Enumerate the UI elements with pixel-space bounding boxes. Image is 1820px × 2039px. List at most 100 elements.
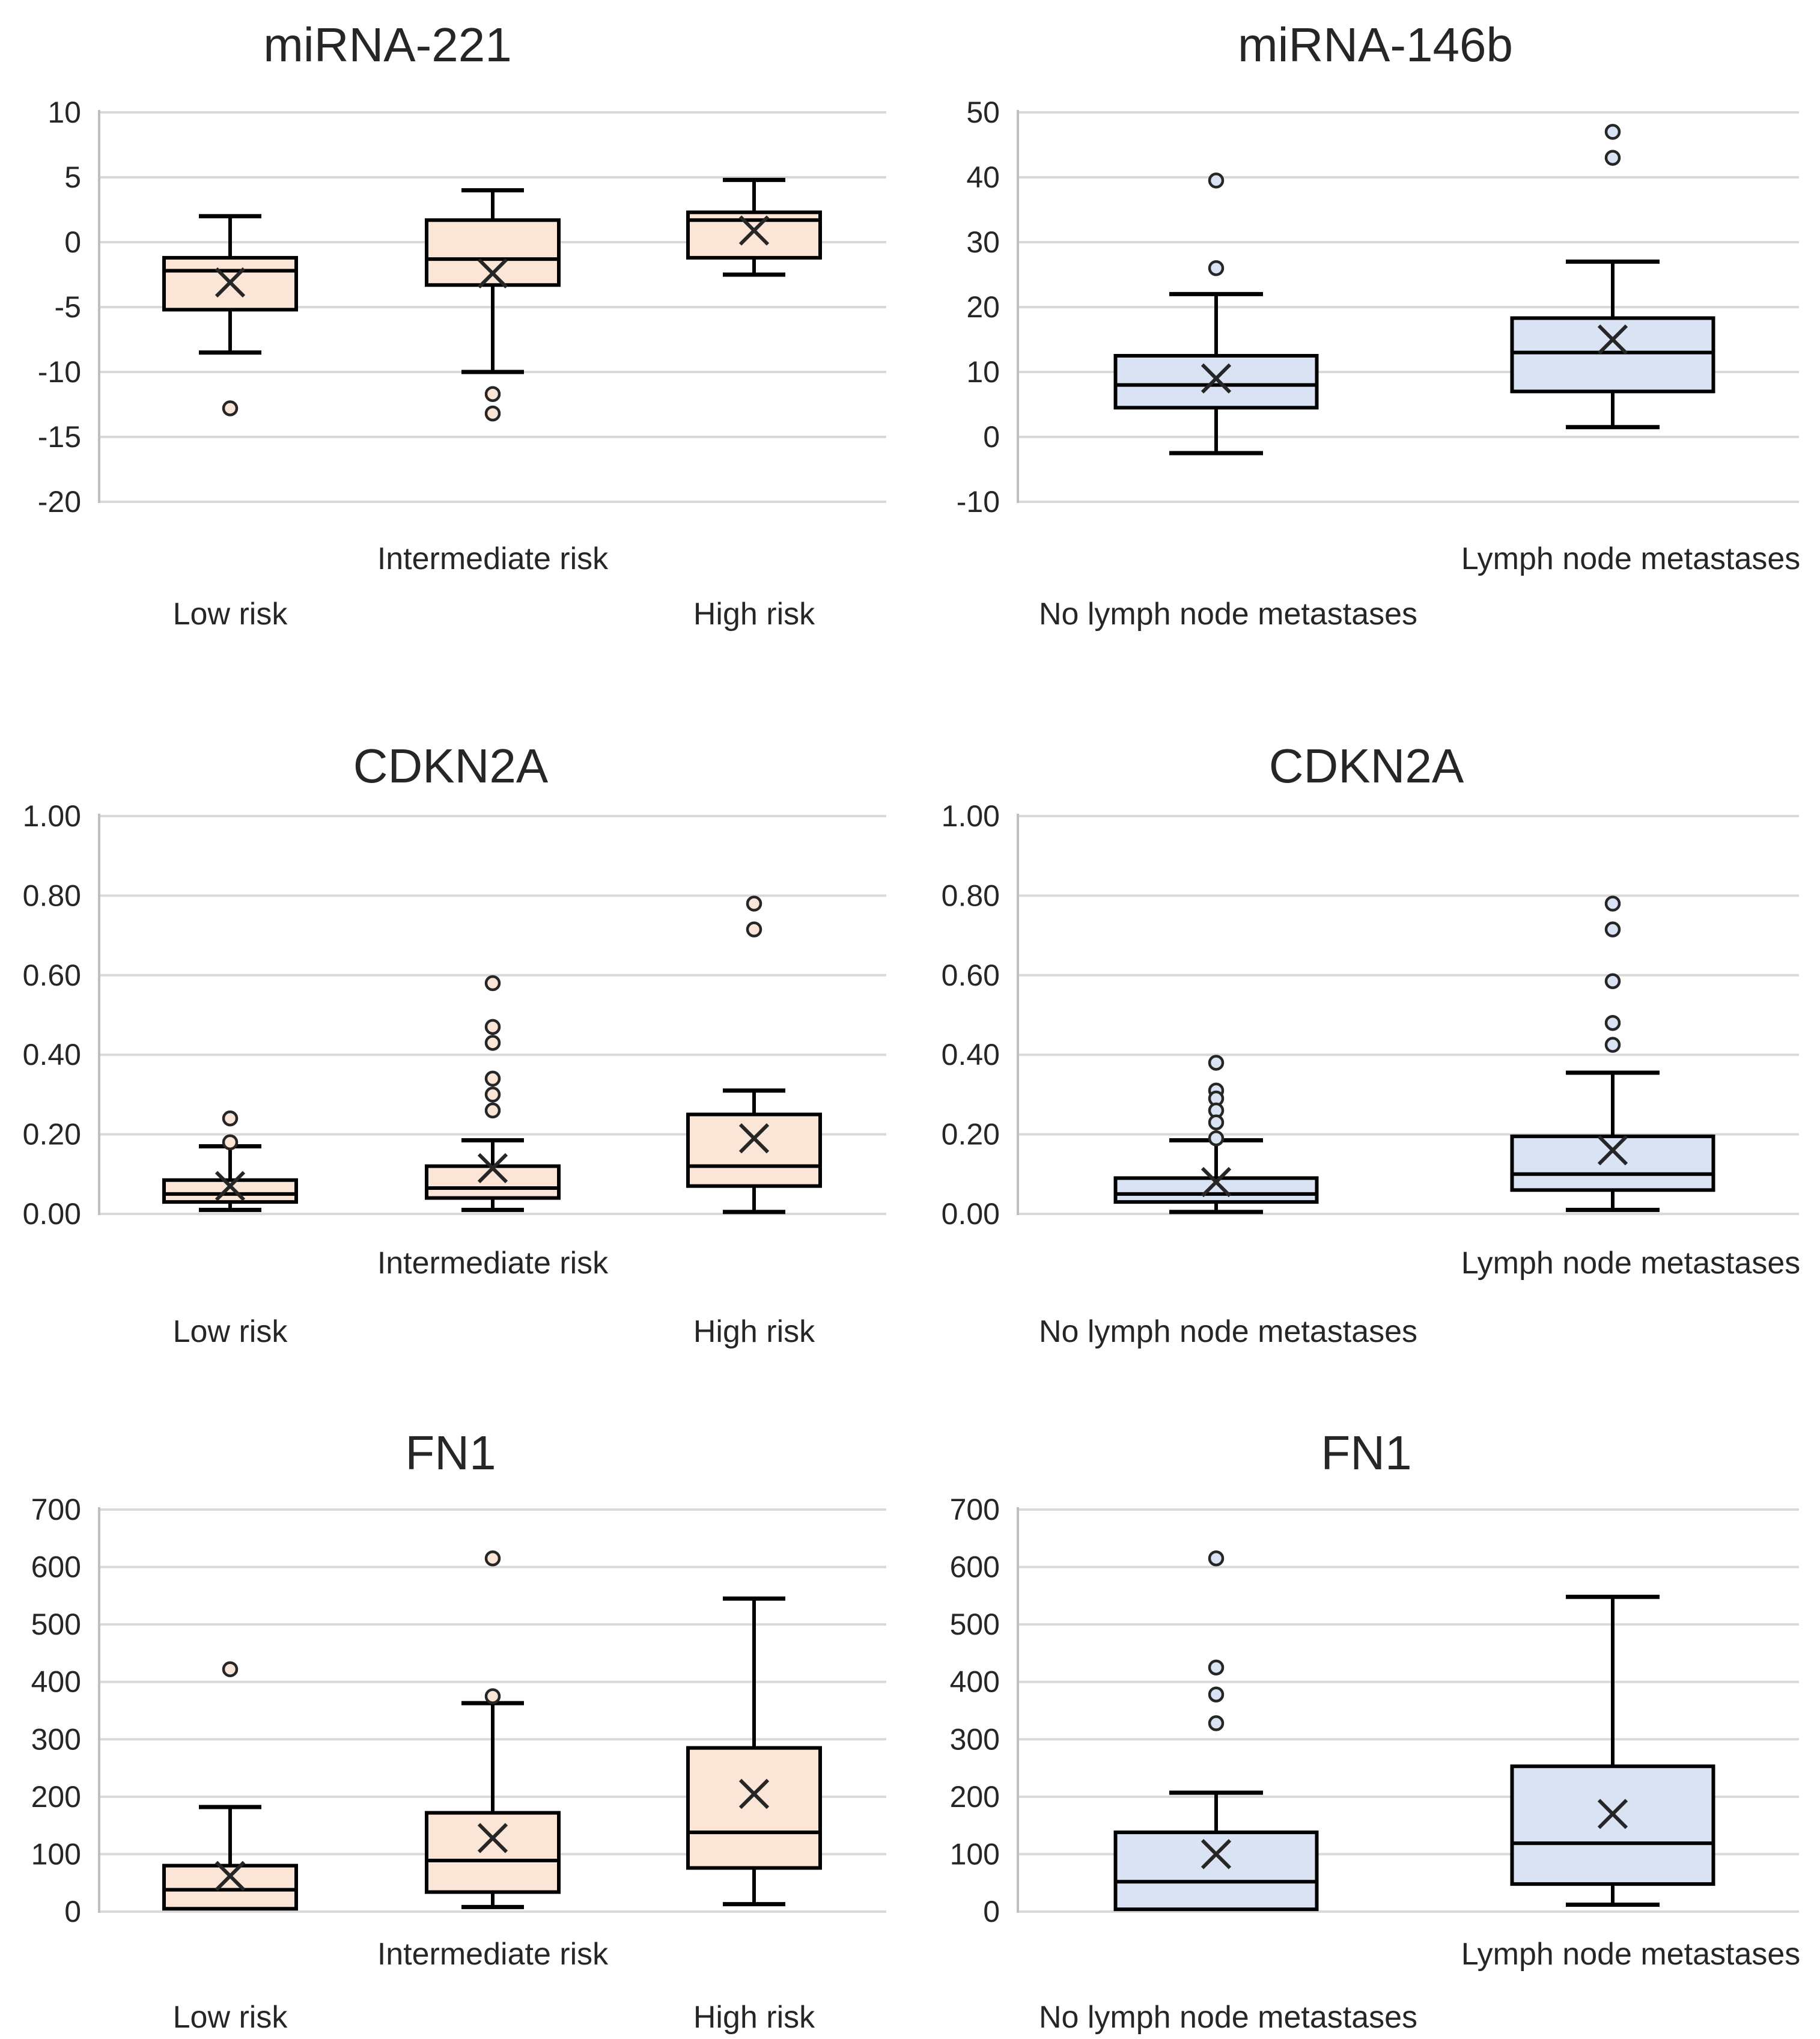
- iqr-box: [162, 1864, 298, 1911]
- y-tick-label: 0.80: [23, 879, 81, 912]
- mean-x-marker: [1597, 1799, 1628, 1829]
- outlier-point: [1604, 124, 1621, 140]
- outlier-point: [222, 400, 239, 416]
- box-plot-3: [686, 1596, 822, 1907]
- outlier-point: [484, 1102, 501, 1119]
- category-label: Lymph node metastases: [1461, 541, 1801, 576]
- mean-x-marker: [477, 258, 508, 288]
- iqr-box: [425, 1811, 561, 1894]
- chart-cdkn2a-by-risk: CDKN2A 1.00 0.80 0.60 0.40 0.20 0.00 Low risk…: [0, 679, 910, 1358]
- y-tick-label: 200: [31, 1780, 81, 1814]
- box-plot-2: [425, 1550, 561, 1909]
- y-tick-label: 600: [31, 1550, 81, 1584]
- box-plot-3: [686, 895, 822, 1215]
- outlier-point: [1604, 895, 1621, 912]
- iqr-box: [1510, 1134, 1715, 1192]
- category-label: Lymph node metastases: [1461, 1246, 1801, 1281]
- y-tick-label: 0: [983, 420, 1000, 454]
- category-label: High risk: [693, 597, 815, 632]
- outlier-point: [484, 975, 501, 992]
- outlier-point: [1208, 1550, 1225, 1567]
- y-tick-label: 0.20: [942, 1118, 1000, 1151]
- y-tick-label: 0.40: [23, 1038, 81, 1071]
- y-tick-label: 0.00: [942, 1197, 1000, 1231]
- boxplot-svg-cdkn2a-risk: 1.00 0.80 0.60 0.40 0.20 0.00: [23, 799, 886, 1231]
- y-tick-label: -10: [38, 355, 81, 389]
- iqr-box: [1510, 316, 1715, 394]
- outlier-point: [1208, 1715, 1225, 1731]
- y-tick-label: 5: [64, 160, 81, 194]
- mean-x-marker: [477, 1823, 508, 1853]
- y-tick-label: 400: [950, 1665, 1000, 1699]
- y-tick-label: 0.20: [23, 1118, 81, 1151]
- category-label: Intermediate risk: [377, 541, 609, 576]
- mean-x-marker: [215, 1861, 246, 1891]
- mean-x-marker: [1201, 1166, 1232, 1198]
- chart-title: CDKN2A: [1268, 739, 1464, 793]
- category-label: No lymph node metastases: [1038, 1314, 1418, 1349]
- box-plot-2: [425, 975, 561, 1212]
- y-tick-label: 700: [31, 1493, 81, 1526]
- chart-mirna-146b-by-lnm: miRNA-146b 50 40 30 20 10 0 -10 No lymph node …: [910, 0, 1820, 679]
- box-plot-2: [1510, 124, 1715, 430]
- mean-x-marker: [1597, 1135, 1628, 1166]
- category-label: Intermediate risk: [377, 1246, 609, 1281]
- chart-fn1-by-lnm: FN1 700 600 500 400 300 200 100 0 No lymph node…: [910, 1358, 1820, 2039]
- y-tick-label: -10: [957, 485, 1000, 519]
- outlier-point: [1208, 1130, 1225, 1147]
- outlier-point: [222, 1134, 239, 1151]
- mean-x-marker: [1201, 1839, 1232, 1870]
- outlier-point: [1208, 1659, 1225, 1676]
- y-tick-label: 10: [966, 355, 1000, 389]
- y-tick-label: 0: [64, 225, 81, 259]
- y-tick-label: 100: [31, 1837, 81, 1871]
- y-tick-label: 600: [950, 1550, 1000, 1584]
- outlier-point: [222, 1110, 239, 1127]
- boxplot-svg-fn1-lnm: 700 600 500 400 300 200 100 0: [950, 1493, 1799, 1928]
- y-tick-label: 700: [950, 1493, 1000, 1526]
- y-tick-label: -15: [38, 420, 81, 454]
- box-plot-1: [1113, 1055, 1319, 1215]
- outlier-point: [1208, 172, 1225, 189]
- chart-cdkn2a-by-lnm: CDKN2A 1.00 0.80 0.60 0.40 0.20 0.00 No lymph…: [910, 679, 1820, 1358]
- y-tick-label: 0: [983, 1895, 1000, 1928]
- y-tick-label: 30: [966, 225, 1000, 259]
- y-tick-label: 200: [950, 1780, 1000, 1814]
- iqr-box: [425, 1164, 561, 1200]
- category-label: No lymph node metastases: [1038, 597, 1418, 632]
- mean-x-marker: [215, 1171, 246, 1201]
- y-tick-label: 500: [950, 1608, 1000, 1641]
- category-label: Intermediate risk: [377, 1937, 609, 1972]
- outlier-point: [1208, 1686, 1225, 1702]
- chart-title: FN1: [405, 1426, 496, 1480]
- outlier-point: [484, 1070, 501, 1087]
- iqr-box: [1113, 354, 1319, 410]
- outlier-point: [1604, 150, 1621, 166]
- outlier-point: [484, 1087, 501, 1103]
- box-plot-2: [1510, 895, 1715, 1212]
- y-tick-label: 300: [950, 1722, 1000, 1756]
- mean-x-marker: [215, 267, 246, 298]
- chart-title: CDKN2A: [353, 739, 549, 793]
- outlier-point: [1208, 1055, 1225, 1071]
- box-plot-1: [162, 1661, 298, 1911]
- outlier-point: [484, 1550, 501, 1567]
- iqr-box: [1510, 1764, 1715, 1886]
- outlier-point: [1208, 260, 1225, 276]
- box-plot-2: [425, 188, 561, 422]
- boxplot-svg-cdkn2a-lnm: 1.00 0.80 0.60 0.40 0.20 0.00: [942, 799, 1799, 1231]
- outlier-point: [1208, 1114, 1225, 1130]
- mean-x-marker: [477, 1153, 508, 1183]
- outlier-point: [484, 1688, 501, 1704]
- y-tick-label: 50: [966, 96, 1000, 129]
- category-label: Low risk: [172, 597, 288, 632]
- y-tick-label: 0.40: [942, 1038, 1000, 1071]
- y-tick-label: 0: [64, 1895, 81, 1928]
- outlier-point: [484, 405, 501, 422]
- category-label: High risk: [693, 2000, 815, 2035]
- box-plot-1: [1113, 172, 1319, 456]
- outlier-point: [1604, 1037, 1621, 1053]
- outlier-point: [222, 1661, 239, 1677]
- mean-x-marker: [1597, 324, 1628, 355]
- outlier-point: [484, 386, 501, 402]
